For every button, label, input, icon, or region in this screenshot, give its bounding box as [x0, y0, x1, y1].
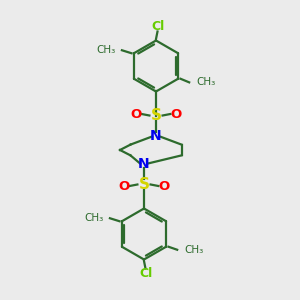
Text: O: O [159, 179, 170, 193]
Text: Cl: Cl [151, 20, 164, 33]
Text: Cl: Cl [139, 267, 152, 280]
Text: CH₃: CH₃ [97, 45, 116, 55]
Text: O: O [130, 107, 141, 121]
Text: N: N [150, 130, 162, 143]
Text: CH₃: CH₃ [185, 245, 204, 255]
Text: CH₃: CH₃ [84, 213, 103, 223]
Text: O: O [118, 179, 129, 193]
Text: N: N [138, 157, 150, 170]
Text: S: S [151, 108, 161, 123]
Text: CH₃: CH₃ [197, 77, 216, 87]
Text: S: S [139, 177, 149, 192]
Text: O: O [171, 107, 182, 121]
